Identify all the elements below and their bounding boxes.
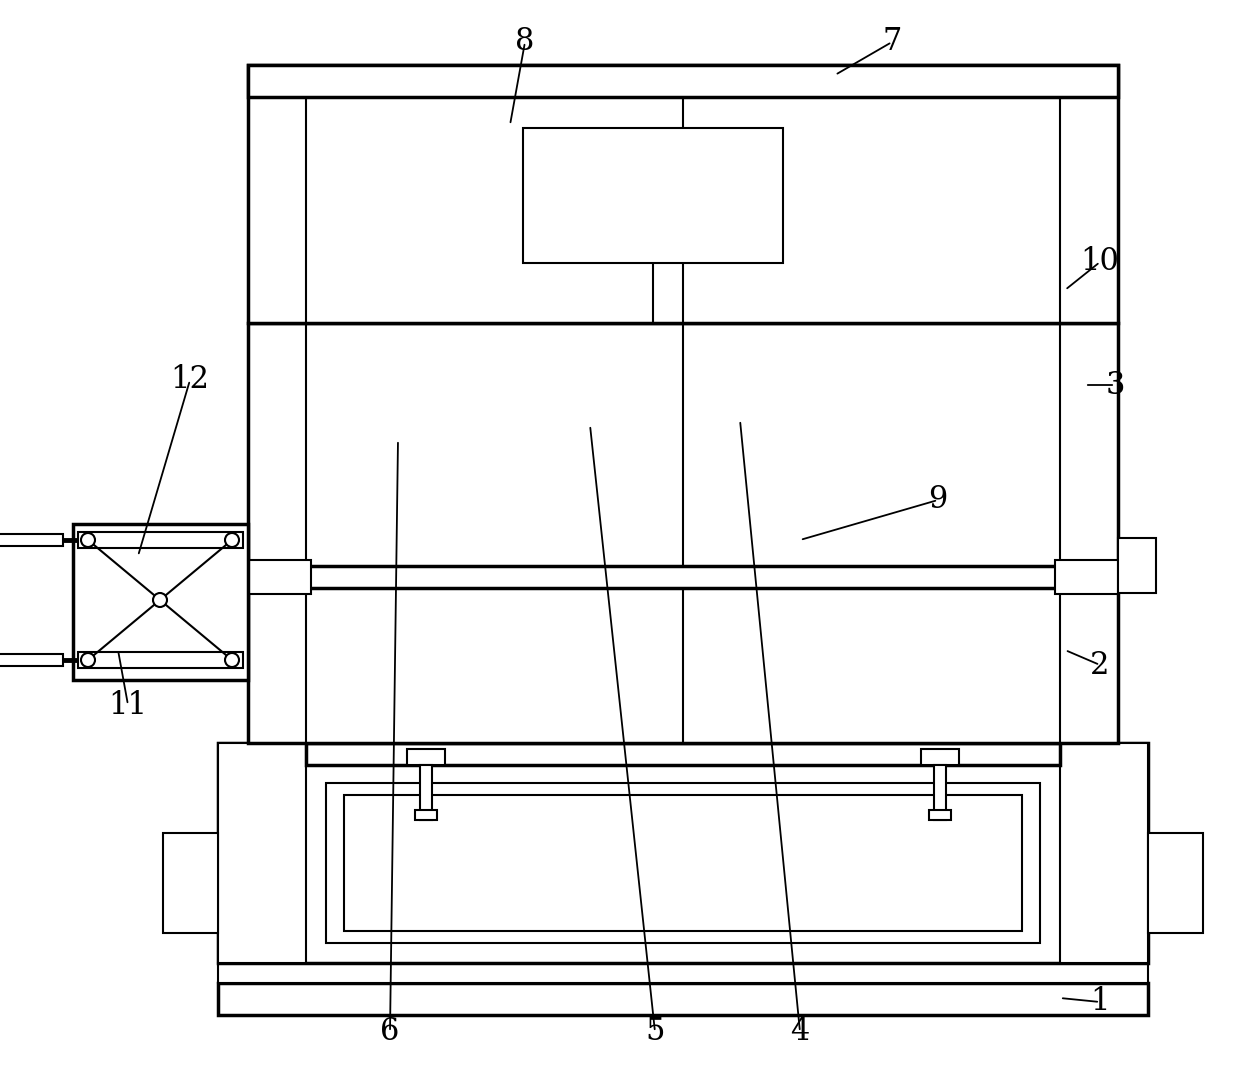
Bar [1118,538,1156,593]
Bar [921,750,959,765]
Bar [934,765,946,820]
Text: 4: 4 [790,1016,810,1048]
Text: 3: 3 [1105,369,1125,401]
Text: 1: 1 [1090,986,1110,1017]
Text: 6: 6 [381,1016,399,1048]
Bar [929,810,951,820]
Text: 8: 8 [516,27,534,57]
Text: 11: 11 [109,689,148,720]
Circle shape [224,534,239,546]
Bar [218,743,1148,963]
Text: 10: 10 [1080,246,1120,278]
Bar [343,795,1022,931]
Bar [218,983,1148,1015]
Text: 12: 12 [171,365,210,395]
Circle shape [81,534,95,546]
Bar [415,810,436,820]
Bar [407,750,445,765]
Bar [248,323,1118,743]
Bar [1060,743,1148,963]
Bar [0,654,63,666]
Text: 7: 7 [883,27,901,57]
Bar [78,652,243,669]
Bar [0,534,63,546]
Bar [73,524,248,680]
Text: 9: 9 [929,485,947,515]
Bar [420,765,432,820]
Bar [248,65,1118,97]
Text: 5: 5 [645,1016,665,1048]
Bar [218,743,306,963]
Bar [1148,833,1203,933]
Bar [218,963,1148,983]
Text: 2: 2 [1090,649,1110,680]
Bar [306,566,1060,588]
Circle shape [224,653,239,667]
Bar [162,833,218,933]
Bar [306,743,1060,765]
Bar [1055,561,1118,594]
Bar [326,783,1040,943]
Bar [523,129,782,264]
Bar [78,532,243,548]
Circle shape [153,593,167,607]
Bar [248,561,311,594]
Bar [248,65,1118,323]
Circle shape [81,653,95,667]
